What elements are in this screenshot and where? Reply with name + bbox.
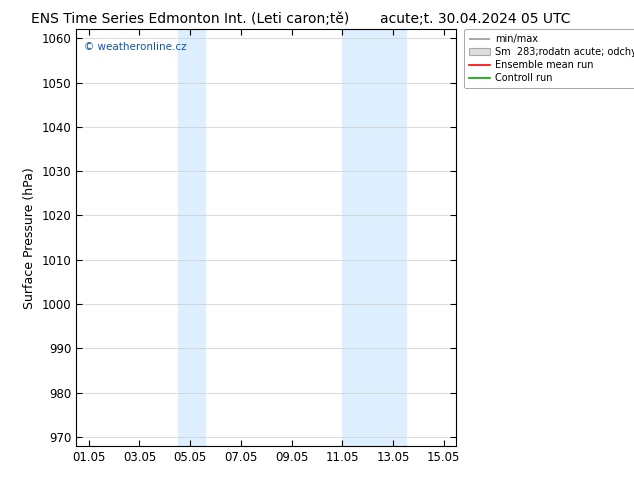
Legend: min/max, Sm  283;rodatn acute; odchylka, Ensemble mean run, Controll run: min/max, Sm 283;rodatn acute; odchylka, … xyxy=(464,29,634,88)
Text: ENS Time Series Edmonton Int. (Leti caron;tě): ENS Time Series Edmonton Int. (Leti caro… xyxy=(31,12,349,26)
Bar xyxy=(178,29,205,446)
Y-axis label: Surface Pressure (hPa): Surface Pressure (hPa) xyxy=(23,167,36,309)
Text: acute;t. 30.04.2024 05 UTC: acute;t. 30.04.2024 05 UTC xyxy=(380,12,571,26)
Text: © weatheronline.cz: © weatheronline.cz xyxy=(84,42,186,52)
Bar xyxy=(342,29,406,446)
